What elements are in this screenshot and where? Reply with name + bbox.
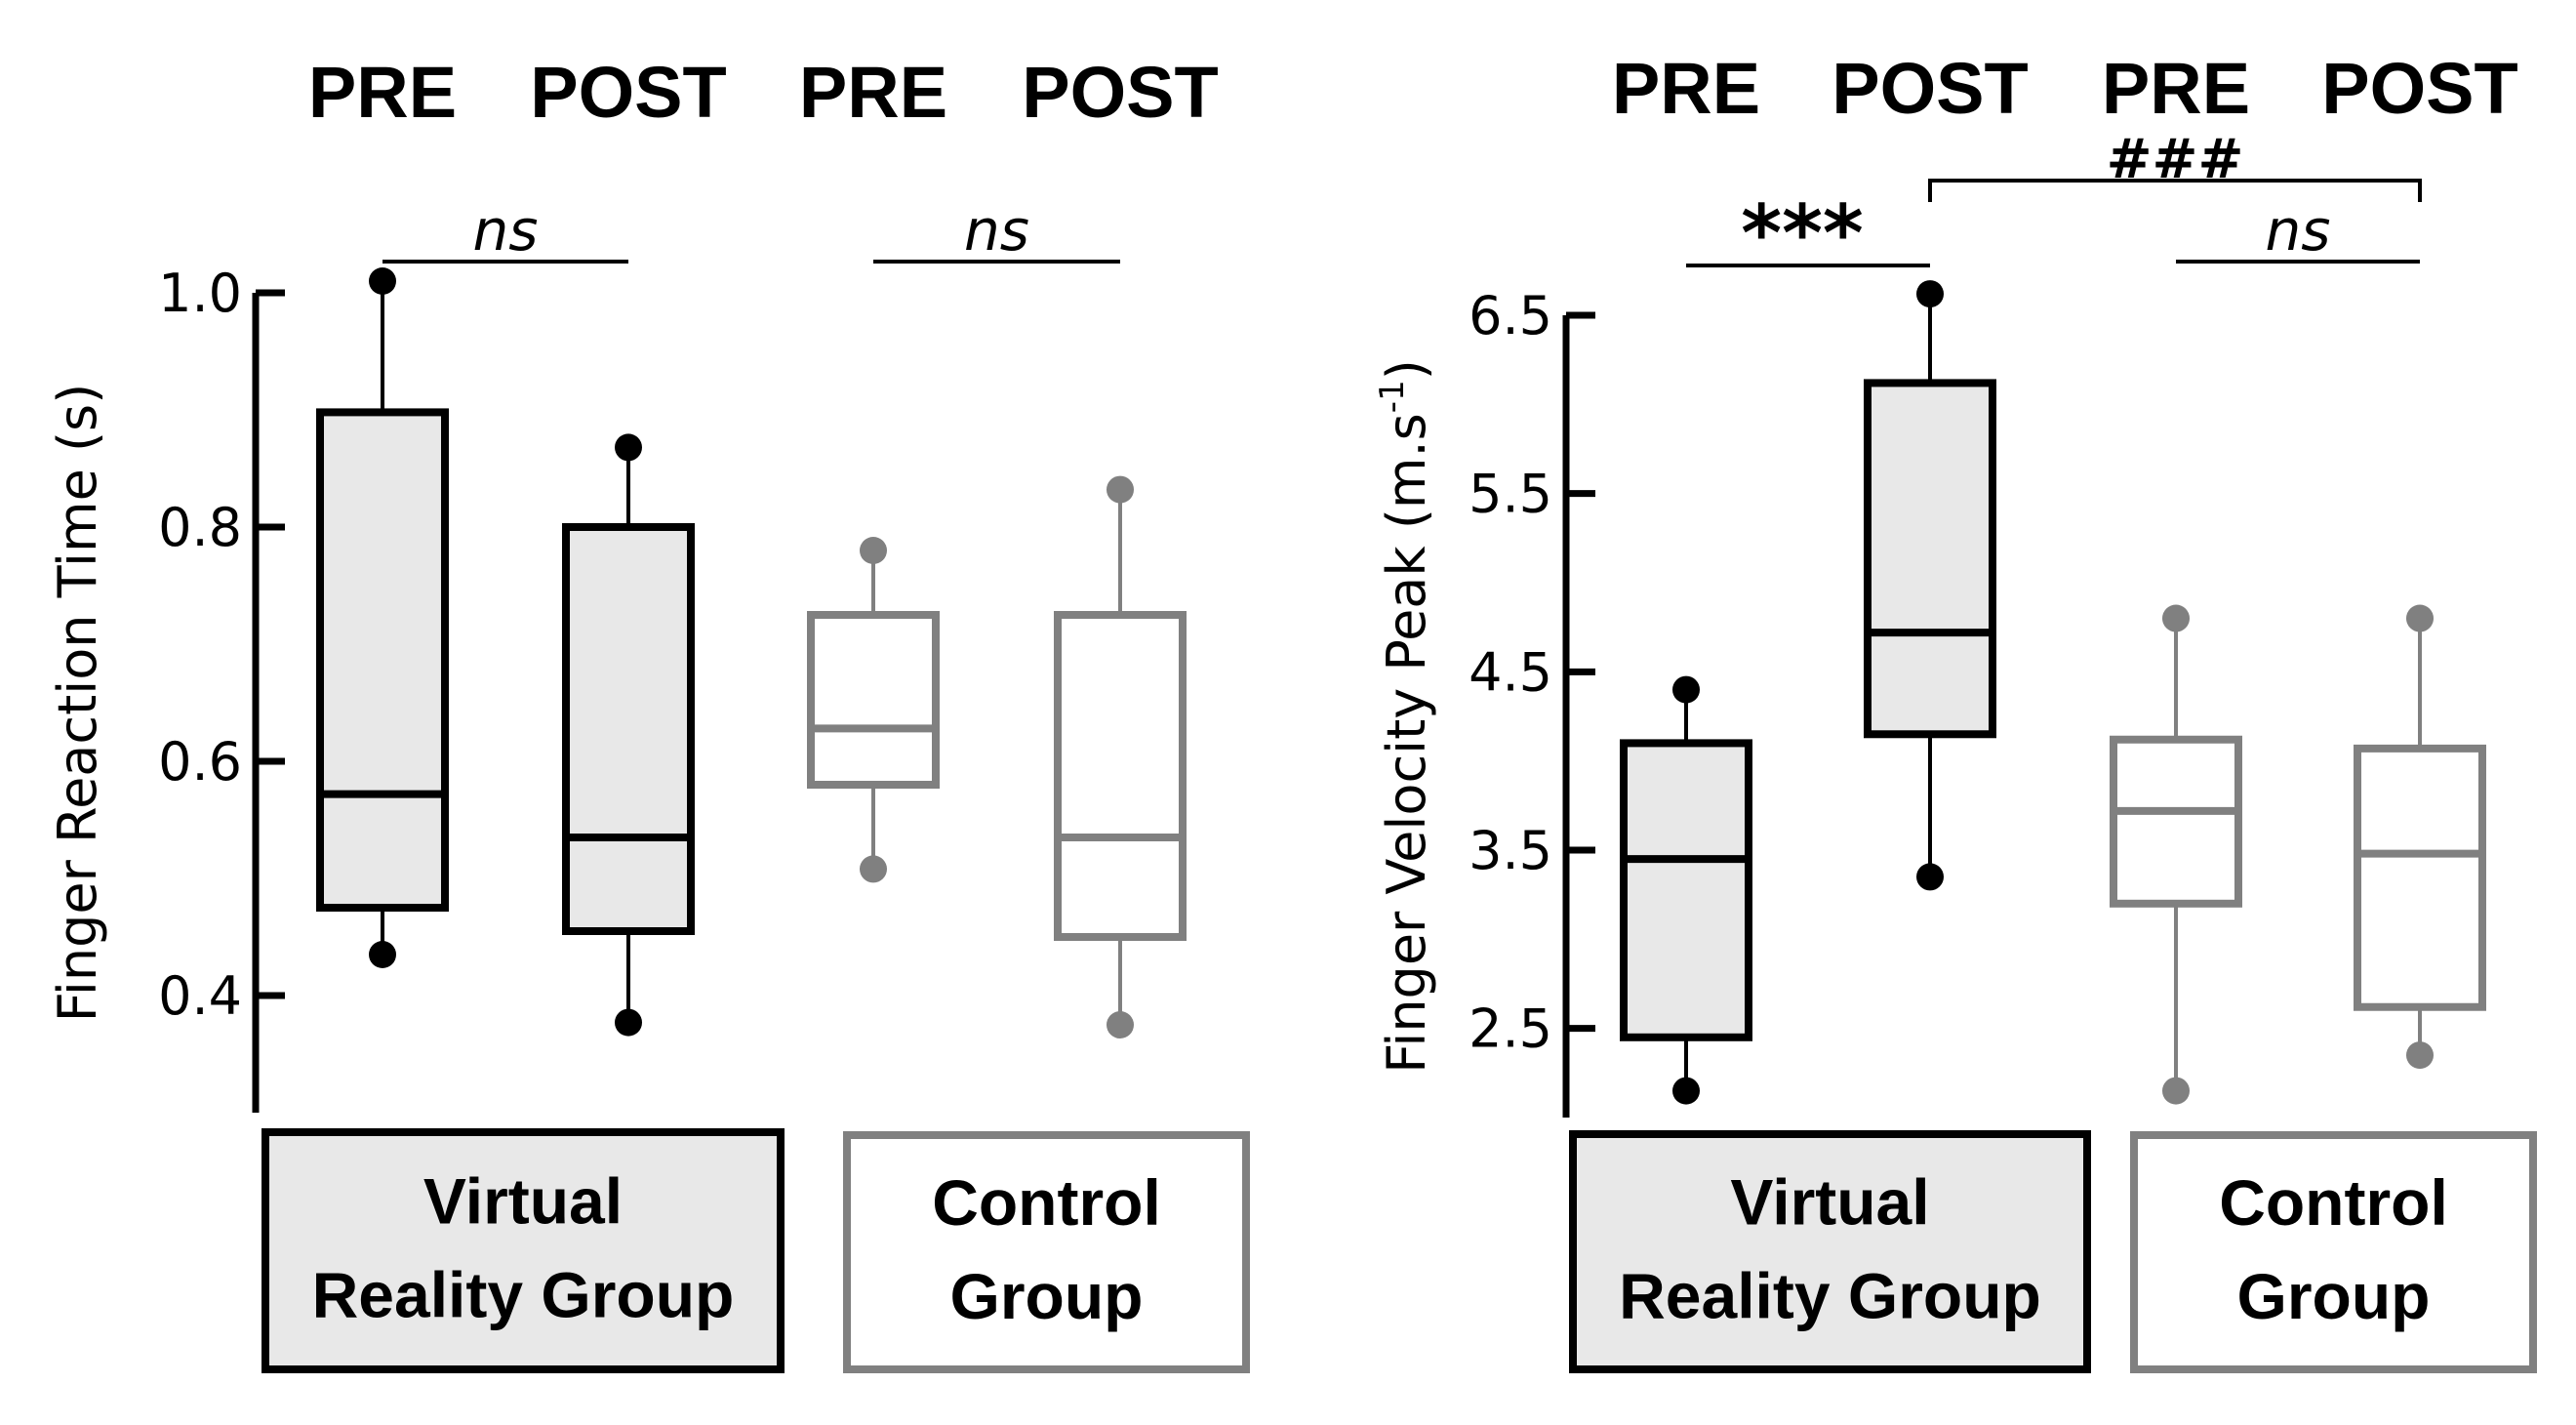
whisker-cap-dot-upper	[2406, 604, 2434, 632]
y-tick-label: 0.8	[158, 497, 242, 558]
whisker-cap-dot-lower	[1916, 863, 1944, 891]
whisker-cap-dot-lower	[2406, 1041, 2434, 1070]
column-title-post: POST	[2321, 48, 2517, 129]
whisker-cap-dot-lower	[2162, 1077, 2190, 1105]
whisker-cap-dot-lower	[369, 941, 396, 968]
whisker-cap-dot-lower	[860, 855, 887, 883]
whisker-cap-dot-lower	[1107, 1011, 1134, 1038]
y-tick-label: 5.5	[1469, 464, 1552, 525]
column-title-pre: PRE	[308, 52, 457, 133]
group-label-vr: Virtual Reality Group	[262, 1128, 785, 1373]
y-tick-label: 0.6	[158, 731, 242, 793]
significance-ns: ns	[873, 197, 1120, 264]
significance-bracket	[1928, 179, 2422, 202]
group-label-line: Virtual	[1730, 1166, 1929, 1239]
box-iqr	[316, 408, 449, 912]
y-axis-label: Finger Velocity Peak (m.s-1)	[1373, 359, 1437, 1074]
box-iqr	[1864, 379, 1996, 739]
column-title-pre: PRE	[1612, 48, 1760, 129]
y-tick-label: 1.0	[158, 263, 242, 324]
significance-label: ns	[964, 197, 1029, 264]
box-control-post	[2354, 604, 2486, 1070]
significance-label: ###	[2107, 128, 2244, 191]
column-title-post: POST	[1831, 48, 2028, 129]
box-iqr	[2354, 744, 2486, 1011]
box-vr-pre	[316, 267, 449, 968]
column-title-post: POST	[530, 52, 726, 133]
group-label-line: Control	[2219, 1166, 2448, 1239]
box-vr-post	[1864, 280, 1996, 891]
y-axis-label-text: Finger Reaction Time (s)	[47, 384, 108, 1023]
whisker-cap-dot-upper	[1916, 280, 1944, 308]
y-axis-label-tail: )	[1376, 359, 1437, 380]
whisker-cap-dot-upper	[615, 433, 642, 462]
y-tick-label: 3.5	[1469, 820, 1552, 881]
significance-label: ns	[2266, 197, 2331, 264]
whisker-cap-dot-upper	[369, 267, 396, 295]
significance-star: ***	[1686, 188, 1930, 279]
significance-label: ns	[473, 197, 539, 264]
group-label-box	[262, 1128, 785, 1373]
y-axis-label-text: Finger Velocity Peak (m.s	[1376, 413, 1437, 1074]
group-label-box	[1569, 1130, 2091, 1373]
column-title-pre: PRE	[799, 52, 947, 133]
group-label-line: Group	[2237, 1260, 2431, 1332]
column-title-post: POST	[1022, 52, 1218, 133]
group-label-line: Reality Group	[1619, 1260, 2041, 1332]
group-label-line: Virtual	[423, 1165, 623, 1238]
box-vr-post	[562, 433, 695, 1037]
column-title-pre: PRE	[2102, 48, 2250, 129]
whisker-cap-dot-upper	[860, 537, 887, 564]
y-axis-label: Finger Reaction Time (s)	[47, 384, 108, 1023]
group-label-box	[843, 1131, 1250, 1373]
group-label-control: Control Group	[2130, 1131, 2537, 1373]
group-label-line: Group	[950, 1260, 1144, 1332]
y-tick-label: 6.5	[1469, 285, 1552, 346]
box-iqr	[2110, 735, 2242, 908]
whisker-cap-dot-upper	[1672, 675, 1700, 704]
box-iqr	[562, 523, 695, 935]
box-iqr	[1620, 739, 1752, 1041]
whisker-cap-dot-lower	[1672, 1077, 1700, 1105]
whisker-cap-dot-upper	[2162, 604, 2190, 632]
box-control-pre	[807, 537, 940, 883]
box-iqr	[807, 611, 940, 789]
y-tick-label: 4.5	[1469, 641, 1552, 703]
significance-label: ***	[1741, 188, 1864, 279]
group-label-box	[2130, 1131, 2537, 1373]
whisker-cap-dot-upper	[1107, 475, 1134, 504]
chart-panel-2: PRE POST PRE POST 2.5 3.5 4.5 5.5 6.5 Finger Velo…	[1373, 48, 2537, 1373]
box-iqr	[1054, 611, 1187, 941]
y-axis-label-superscript: -1	[1373, 380, 1412, 413]
y-tick-label: 0.4	[158, 965, 242, 1027]
group-label-control: Control Group	[843, 1131, 1250, 1373]
group-label-vr: Virtual Reality Group	[1569, 1130, 2091, 1373]
chart-panel-1: PRE POST PRE POST 0.4 0.6 0.8 1.0 Finger Reactio…	[47, 52, 1250, 1373]
box-control-pre	[2110, 604, 2242, 1105]
significance-hash: ###	[1928, 128, 2422, 202]
group-label-line: Reality Group	[312, 1259, 735, 1331]
box-control-post	[1054, 475, 1187, 1038]
significance-ns: ns	[382, 197, 628, 264]
box-vr-pre	[1620, 675, 1752, 1105]
y-tick-label: 2.5	[1469, 998, 1552, 1060]
significance-ns: ns	[2176, 197, 2420, 264]
whisker-cap-dot-lower	[615, 1008, 642, 1037]
group-label-line: Control	[932, 1166, 1161, 1239]
